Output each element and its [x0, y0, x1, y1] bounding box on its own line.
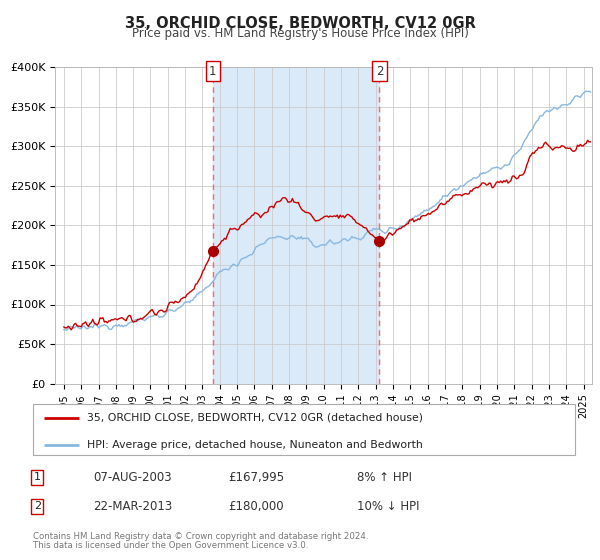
- Text: 22-MAR-2013: 22-MAR-2013: [93, 500, 172, 513]
- Text: 2: 2: [376, 64, 383, 78]
- Text: 1: 1: [209, 64, 217, 78]
- Text: £180,000: £180,000: [228, 500, 284, 513]
- Text: This data is licensed under the Open Government Licence v3.0.: This data is licensed under the Open Gov…: [33, 541, 308, 550]
- Text: £167,995: £167,995: [228, 470, 284, 484]
- Bar: [213, 67, 379, 384]
- Text: HPI: Average price, detached house, Nuneaton and Bedworth: HPI: Average price, detached house, Nune…: [88, 440, 423, 450]
- Text: Price paid vs. HM Land Registry's House Price Index (HPI): Price paid vs. HM Land Registry's House …: [131, 27, 469, 40]
- Text: Contains HM Land Registry data © Crown copyright and database right 2024.: Contains HM Land Registry data © Crown c…: [33, 532, 368, 541]
- Text: 2: 2: [34, 501, 41, 511]
- Text: 35, ORCHID CLOSE, BEDWORTH, CV12 0GR: 35, ORCHID CLOSE, BEDWORTH, CV12 0GR: [125, 16, 475, 31]
- Text: 35, ORCHID CLOSE, BEDWORTH, CV12 0GR (detached house): 35, ORCHID CLOSE, BEDWORTH, CV12 0GR (de…: [88, 413, 424, 423]
- FancyBboxPatch shape: [33, 404, 575, 455]
- Text: 07-AUG-2003: 07-AUG-2003: [93, 470, 172, 484]
- Text: 10% ↓ HPI: 10% ↓ HPI: [357, 500, 419, 513]
- Text: 8% ↑ HPI: 8% ↑ HPI: [357, 470, 412, 484]
- Text: 1: 1: [34, 472, 41, 482]
